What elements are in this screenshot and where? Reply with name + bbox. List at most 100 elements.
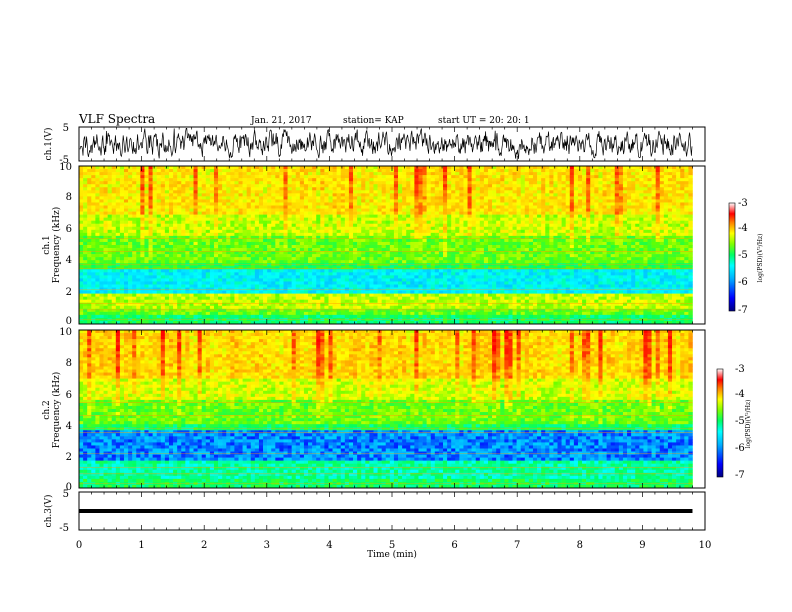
spectrogram-cell	[524, 235, 530, 240]
spectrogram-cell	[447, 257, 452, 261]
spectrogram-cell	[152, 260, 158, 264]
spectrogram-cell	[156, 187, 162, 191]
spectrogram-cell	[606, 241, 611, 246]
spectrogram-cell	[569, 260, 575, 264]
spectrogram-cell	[418, 217, 423, 221]
spectrogram-cell	[663, 175, 669, 179]
spectrogram-cell	[348, 190, 354, 194]
spectrogram-cell	[168, 220, 174, 225]
spectrogram-cell	[622, 202, 628, 206]
spectrogram-cell	[152, 248, 158, 252]
spectrogram-cell	[168, 178, 174, 182]
spectrogram-cell	[598, 208, 603, 212]
spectrogram-cell	[115, 205, 121, 209]
spectrogram-cell	[635, 254, 640, 258]
spectrogram-cell	[238, 181, 243, 185]
spectrogram-cell	[181, 184, 186, 188]
spectrogram-cell	[426, 211, 432, 215]
spectrogram-cell	[602, 199, 607, 203]
spectrogram-cell	[504, 181, 509, 185]
spectrogram-cell	[209, 217, 215, 221]
spectrogram-cell	[177, 214, 182, 218]
spectrogram-cell	[132, 254, 137, 258]
spectrogram-cell	[459, 245, 464, 249]
spectrogram-cell	[631, 208, 636, 212]
spectrogram-cell	[95, 254, 100, 258]
spectrogram-cell	[209, 260, 215, 264]
spectrogram-cell	[398, 211, 403, 215]
spectrogram-cell	[168, 257, 174, 261]
spectrogram-cell	[324, 181, 329, 185]
spectrogram-cell	[471, 202, 477, 206]
spectrogram-cell	[410, 166, 415, 170]
spectrogram-cell	[156, 211, 162, 215]
spectrogram-cell	[451, 190, 456, 194]
spectrogram-cell	[402, 235, 407, 240]
spectrogram-cell	[140, 211, 145, 215]
spectrogram-cell	[189, 220, 194, 225]
spectrogram-cell	[283, 241, 288, 246]
spectrogram-cell	[627, 241, 632, 246]
spectrogram-cell	[663, 187, 669, 191]
spectrogram-cell	[238, 175, 243, 179]
spectrogram-cell	[475, 205, 481, 209]
spectrogram-cell	[651, 190, 656, 194]
spectrogram-cell	[128, 178, 133, 182]
spectrogram-cell	[144, 166, 149, 170]
ch1-ytick-bottom: -5	[59, 155, 69, 166]
spectrogram-cell	[361, 226, 366, 231]
spectrogram-cell	[577, 232, 583, 237]
spectrogram-cell	[332, 181, 337, 185]
spectrogram-cell	[373, 202, 378, 206]
spectrogram-cell	[332, 232, 337, 237]
spectrogram-cell	[586, 241, 591, 246]
spectrogram-cell	[177, 241, 182, 246]
spectrogram-cell	[557, 245, 562, 249]
spectrogram-cell	[631, 172, 636, 176]
spectrogram-cell	[684, 187, 689, 191]
spectrogram-cell	[303, 202, 309, 206]
spectrogram-cell	[528, 223, 534, 228]
spectrogram-cell	[422, 175, 427, 179]
spectrogram-cell	[451, 166, 456, 170]
spectrogram-cell	[602, 217, 607, 221]
spectrogram-cell	[91, 217, 96, 221]
spectrogram-cell	[406, 229, 411, 234]
spectrogram-cell	[353, 205, 358, 209]
spectrogram-cell	[332, 229, 337, 234]
spectrogram-cell	[328, 254, 333, 258]
spectrogram-cell	[573, 199, 579, 203]
spectrogram-cell	[279, 254, 284, 258]
spectrogram-cell	[573, 187, 579, 191]
spectrogram-cell	[299, 251, 305, 255]
spectrogram-cell	[443, 260, 448, 264]
spectrogram-cell	[250, 211, 256, 215]
spectrogram-cell	[160, 235, 166, 240]
spectrogram-cell	[348, 254, 354, 258]
spectrogram-cell	[128, 166, 133, 170]
spectrogram-cell	[524, 199, 530, 203]
spectrogram-cell	[353, 190, 358, 194]
spectrogram-cell	[647, 211, 652, 215]
spectrogram-cell	[312, 172, 317, 176]
spectrogram-cell	[353, 251, 358, 255]
spectrogram-cell	[471, 254, 477, 258]
spectrogram-cell	[148, 196, 153, 200]
spectrogram-cell	[586, 175, 591, 179]
spectrogram-cell	[312, 193, 317, 197]
spectrogram-cell	[520, 178, 526, 182]
spectrogram-cell	[398, 178, 403, 182]
spectrogram-cell	[312, 226, 317, 231]
spectrogram-cell	[487, 178, 493, 182]
spectrogram-cell	[246, 238, 252, 243]
spectrogram-cell	[136, 184, 141, 188]
spectrogram-cell	[308, 220, 313, 225]
spectrogram-cell	[295, 172, 301, 176]
spectrogram-cell	[295, 223, 301, 228]
spectrogram-cell	[663, 199, 669, 203]
spectrogram-cell	[353, 226, 358, 231]
spectrogram-cell	[639, 226, 644, 231]
spectrogram-cell	[492, 241, 497, 246]
spectrogram-cell	[168, 208, 174, 212]
spectrogram-cell	[238, 202, 243, 206]
